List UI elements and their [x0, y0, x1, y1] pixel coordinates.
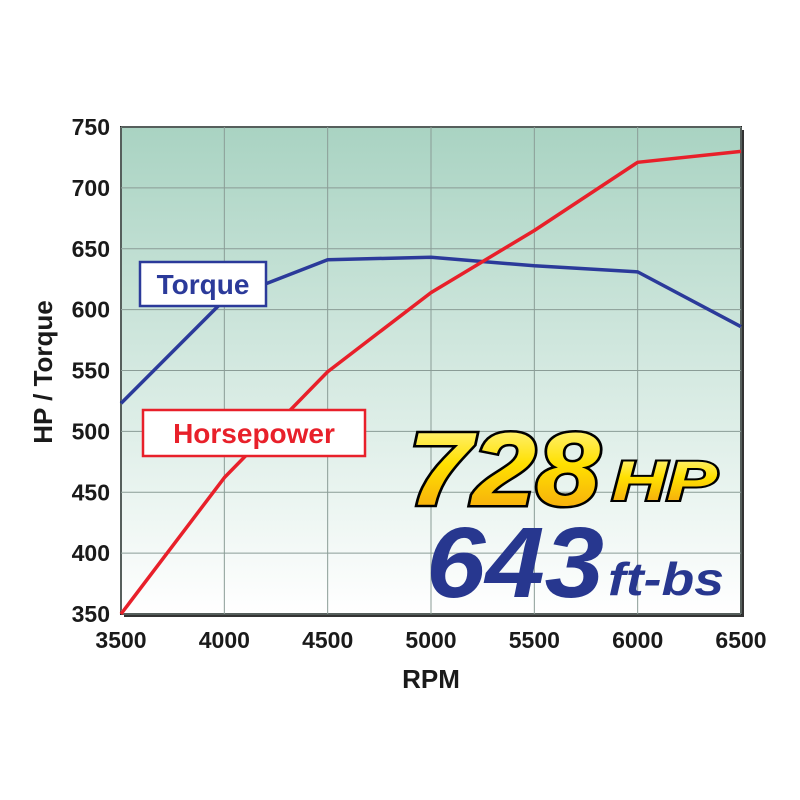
y-tick-label: 550	[72, 358, 110, 384]
series-line	[119, 149, 742, 616]
x-tick-label: 3500	[95, 627, 146, 653]
y-tick-label: 350	[72, 601, 110, 627]
x-tick-label: 4000	[199, 627, 250, 653]
x-tick-label: 4500	[302, 627, 353, 653]
x-tick-label: 6000	[612, 627, 663, 653]
y-axis-title: HP / Torque	[28, 300, 58, 444]
y-tick-label: 700	[72, 175, 110, 201]
x-axis-title: RPM	[402, 664, 460, 694]
legend-box	[138, 260, 268, 308]
y-tick-label: 400	[72, 540, 110, 566]
hp-unit: HP	[612, 449, 718, 512]
y-tick-label: 450	[72, 479, 110, 505]
y-tick-label: 650	[72, 236, 110, 262]
torque-unit: ft-bs	[608, 553, 724, 605]
legend-label: Torque	[157, 269, 250, 300]
y-tick-label: 750	[72, 114, 110, 140]
y-tick-label: 600	[72, 297, 110, 323]
x-tick-label: 6500	[715, 627, 766, 653]
hp-value: 728	[408, 412, 600, 528]
legend-box	[141, 408, 367, 458]
legend-label: Horsepower	[173, 418, 335, 449]
torque-value: 643	[426, 507, 604, 619]
x-tick-label: 5000	[405, 627, 456, 653]
x-tick-label: 5500	[509, 627, 560, 653]
y-tick-label: 500	[72, 418, 110, 444]
